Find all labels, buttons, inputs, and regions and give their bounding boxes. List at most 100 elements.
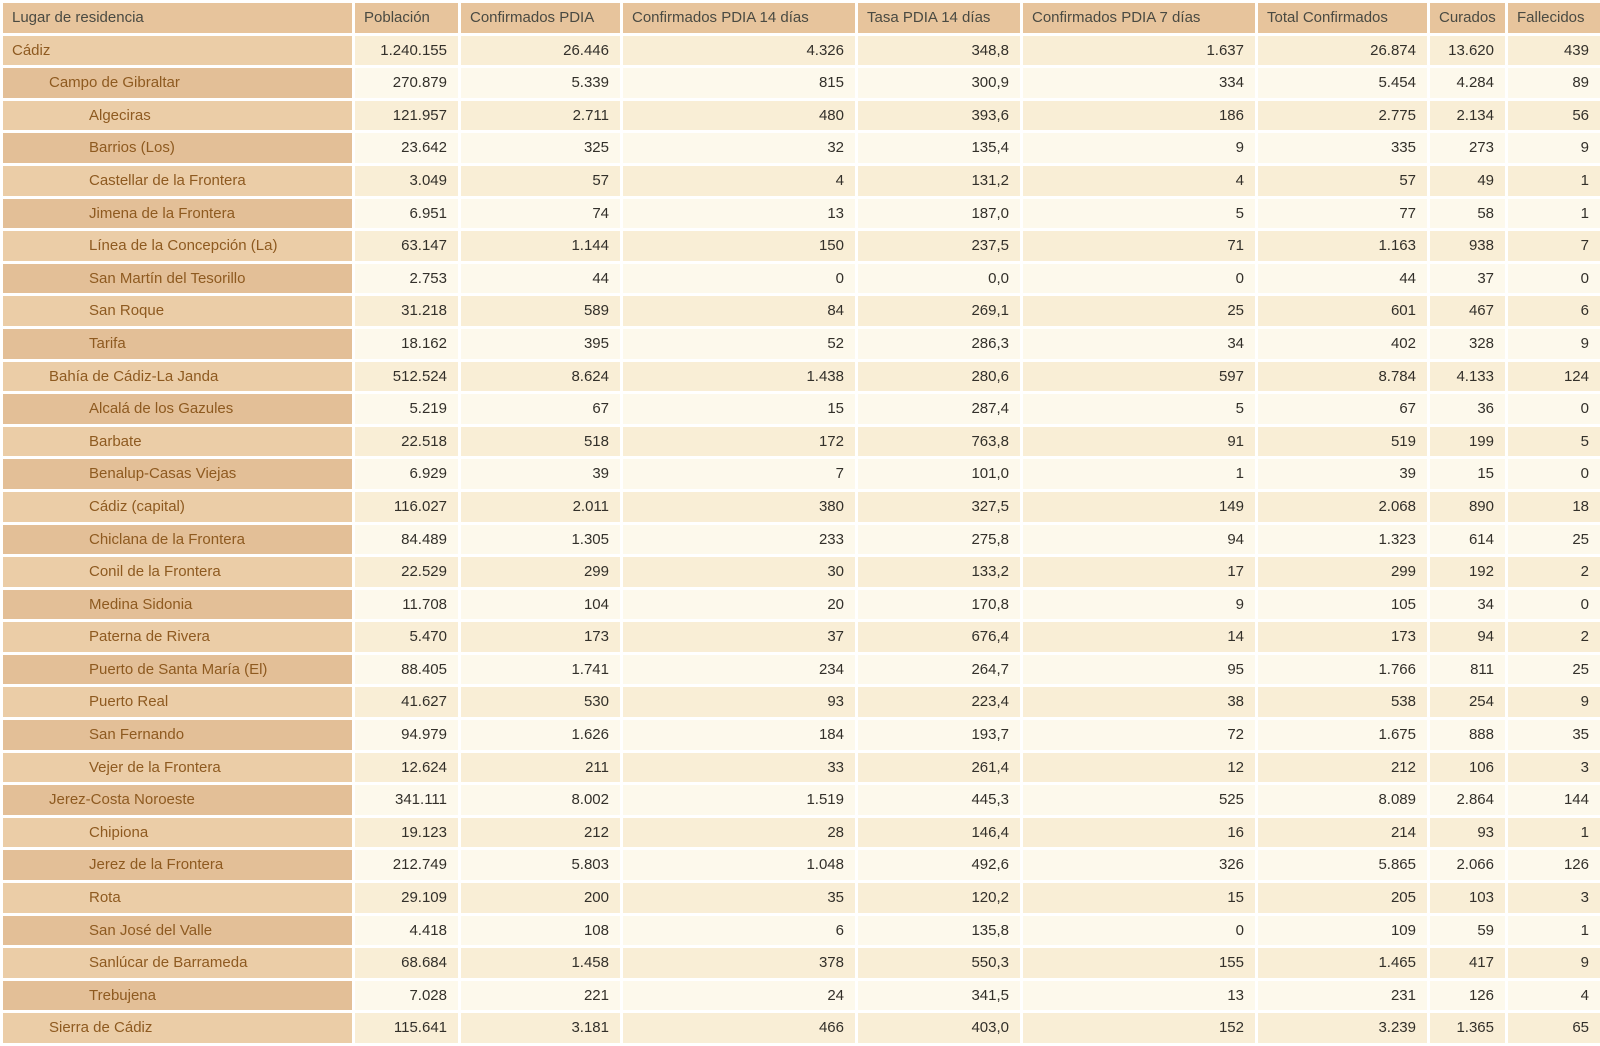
- row-label: Jerez de la Frontera: [2, 849, 354, 882]
- cell-total-confirmados: 3.239: [1257, 1012, 1429, 1045]
- cell-total-confirmados: 26.874: [1257, 34, 1429, 67]
- cell-confirmados-pdia: 2.711: [460, 99, 622, 132]
- cell-confirmados-pdia: 8.624: [460, 360, 622, 393]
- cell-total-confirmados: 173: [1257, 621, 1429, 654]
- cell-poblacion: 88.405: [354, 653, 460, 686]
- cell-curados: 192: [1429, 556, 1507, 589]
- cell-poblacion: 11.708: [354, 588, 460, 621]
- row-label: Conil de la Frontera: [2, 556, 354, 589]
- cell-fallecidos: 0: [1507, 458, 1600, 491]
- cell-tasa-pdia-14dias: 341,5: [857, 979, 1022, 1012]
- cell-poblacion: 6.929: [354, 458, 460, 491]
- cell-confirmados-pdia-14dias: 150: [622, 230, 857, 263]
- cell-curados: 4.133: [1429, 360, 1507, 393]
- cell-confirmados-pdia-14dias: 1.438: [622, 360, 857, 393]
- row-label: Benalup-Casas Viejas: [2, 458, 354, 491]
- cell-confirmados-pdia-7dias: 71: [1022, 230, 1257, 263]
- column-header-lugar: Lugar de residencia: [2, 2, 354, 35]
- cell-poblacion: 12.624: [354, 751, 460, 784]
- cell-confirmados-pdia-14dias: 24: [622, 979, 857, 1012]
- cell-total-confirmados: 1.323: [1257, 523, 1429, 556]
- cell-confirmados-pdia-7dias: 17: [1022, 556, 1257, 589]
- cell-poblacion: 22.529: [354, 556, 460, 589]
- cell-tasa-pdia-14dias: 131,2: [857, 164, 1022, 197]
- cell-fallecidos: 25: [1507, 523, 1600, 556]
- cell-tasa-pdia-14dias: 261,4: [857, 751, 1022, 784]
- cell-confirmados-pdia-7dias: 72: [1022, 719, 1257, 752]
- cell-total-confirmados: 8.784: [1257, 360, 1429, 393]
- cell-fallecidos: 2: [1507, 556, 1600, 589]
- cell-fallecidos: 124: [1507, 360, 1600, 393]
- cell-curados: 106: [1429, 751, 1507, 784]
- cell-fallecidos: 7: [1507, 230, 1600, 263]
- row-label: Castellar de la Frontera: [2, 164, 354, 197]
- cell-confirmados-pdia-7dias: 5: [1022, 393, 1257, 426]
- cell-tasa-pdia-14dias: 264,7: [857, 653, 1022, 686]
- cell-confirmados-pdia: 1.626: [460, 719, 622, 752]
- row-label: Sierra de Cádiz: [2, 1012, 354, 1045]
- cell-total-confirmados: 105: [1257, 588, 1429, 621]
- cell-fallecidos: 4: [1507, 979, 1600, 1012]
- cell-curados: 199: [1429, 425, 1507, 458]
- cell-confirmados-pdia-14dias: 233: [622, 523, 857, 556]
- cell-confirmados-pdia-7dias: 4: [1022, 164, 1257, 197]
- cell-confirmados-pdia-7dias: 1.637: [1022, 34, 1257, 67]
- column-header-confirmados-pdia: Confirmados PDIA: [460, 2, 622, 35]
- cell-poblacion: 29.109: [354, 882, 460, 915]
- cell-poblacion: 212.749: [354, 849, 460, 882]
- cell-poblacion: 6.951: [354, 197, 460, 230]
- cell-confirmados-pdia-14dias: 32: [622, 132, 857, 165]
- cell-confirmados-pdia: 74: [460, 197, 622, 230]
- cell-fallecidos: 35: [1507, 719, 1600, 752]
- cell-confirmados-pdia-7dias: 5: [1022, 197, 1257, 230]
- cell-confirmados-pdia: 212: [460, 816, 622, 849]
- cell-poblacion: 18.162: [354, 327, 460, 360]
- cell-tasa-pdia-14dias: 269,1: [857, 295, 1022, 328]
- cell-tasa-pdia-14dias: 135,4: [857, 132, 1022, 165]
- cell-total-confirmados: 5.454: [1257, 67, 1429, 100]
- cell-confirmados-pdia: 299: [460, 556, 622, 589]
- row-label: San Roque: [2, 295, 354, 328]
- cell-total-confirmados: 1.766: [1257, 653, 1429, 686]
- cell-curados: 811: [1429, 653, 1507, 686]
- cell-tasa-pdia-14dias: 445,3: [857, 784, 1022, 817]
- cell-poblacion: 2.753: [354, 262, 460, 295]
- cell-total-confirmados: 2.775: [1257, 99, 1429, 132]
- cell-poblacion: 84.489: [354, 523, 460, 556]
- cell-curados: 614: [1429, 523, 1507, 556]
- cell-confirmados-pdia-7dias: 16: [1022, 816, 1257, 849]
- cell-poblacion: 116.027: [354, 490, 460, 523]
- cell-poblacion: 31.218: [354, 295, 460, 328]
- cell-poblacion: 7.028: [354, 979, 460, 1012]
- cell-confirmados-pdia-14dias: 4.326: [622, 34, 857, 67]
- cell-confirmados-pdia-14dias: 35: [622, 882, 857, 915]
- cell-curados: 1.365: [1429, 1012, 1507, 1045]
- cell-confirmados-pdia: 1.741: [460, 653, 622, 686]
- cell-curados: 34: [1429, 588, 1507, 621]
- cell-confirmados-pdia-14dias: 30: [622, 556, 857, 589]
- cell-confirmados-pdia: 221: [460, 979, 622, 1012]
- cell-fallecidos: 0: [1507, 588, 1600, 621]
- row-label: Campo de Gibraltar: [2, 67, 354, 100]
- cell-curados: 273: [1429, 132, 1507, 165]
- cell-confirmados-pdia-14dias: 37: [622, 621, 857, 654]
- cell-fallecidos: 9: [1507, 686, 1600, 719]
- cell-confirmados-pdia-14dias: 1.519: [622, 784, 857, 817]
- cell-confirmados-pdia: 5.803: [460, 849, 622, 882]
- cell-confirmados-pdia-7dias: 1: [1022, 458, 1257, 491]
- cell-confirmados-pdia-14dias: 815: [622, 67, 857, 100]
- row-label: Tarifa: [2, 327, 354, 360]
- cell-tasa-pdia-14dias: 393,6: [857, 99, 1022, 132]
- row-label: Algeciras: [2, 99, 354, 132]
- cell-fallecidos: 1: [1507, 197, 1600, 230]
- cell-curados: 126: [1429, 979, 1507, 1012]
- cell-confirmados-pdia-7dias: 14: [1022, 621, 1257, 654]
- cell-confirmados-pdia-14dias: 93: [622, 686, 857, 719]
